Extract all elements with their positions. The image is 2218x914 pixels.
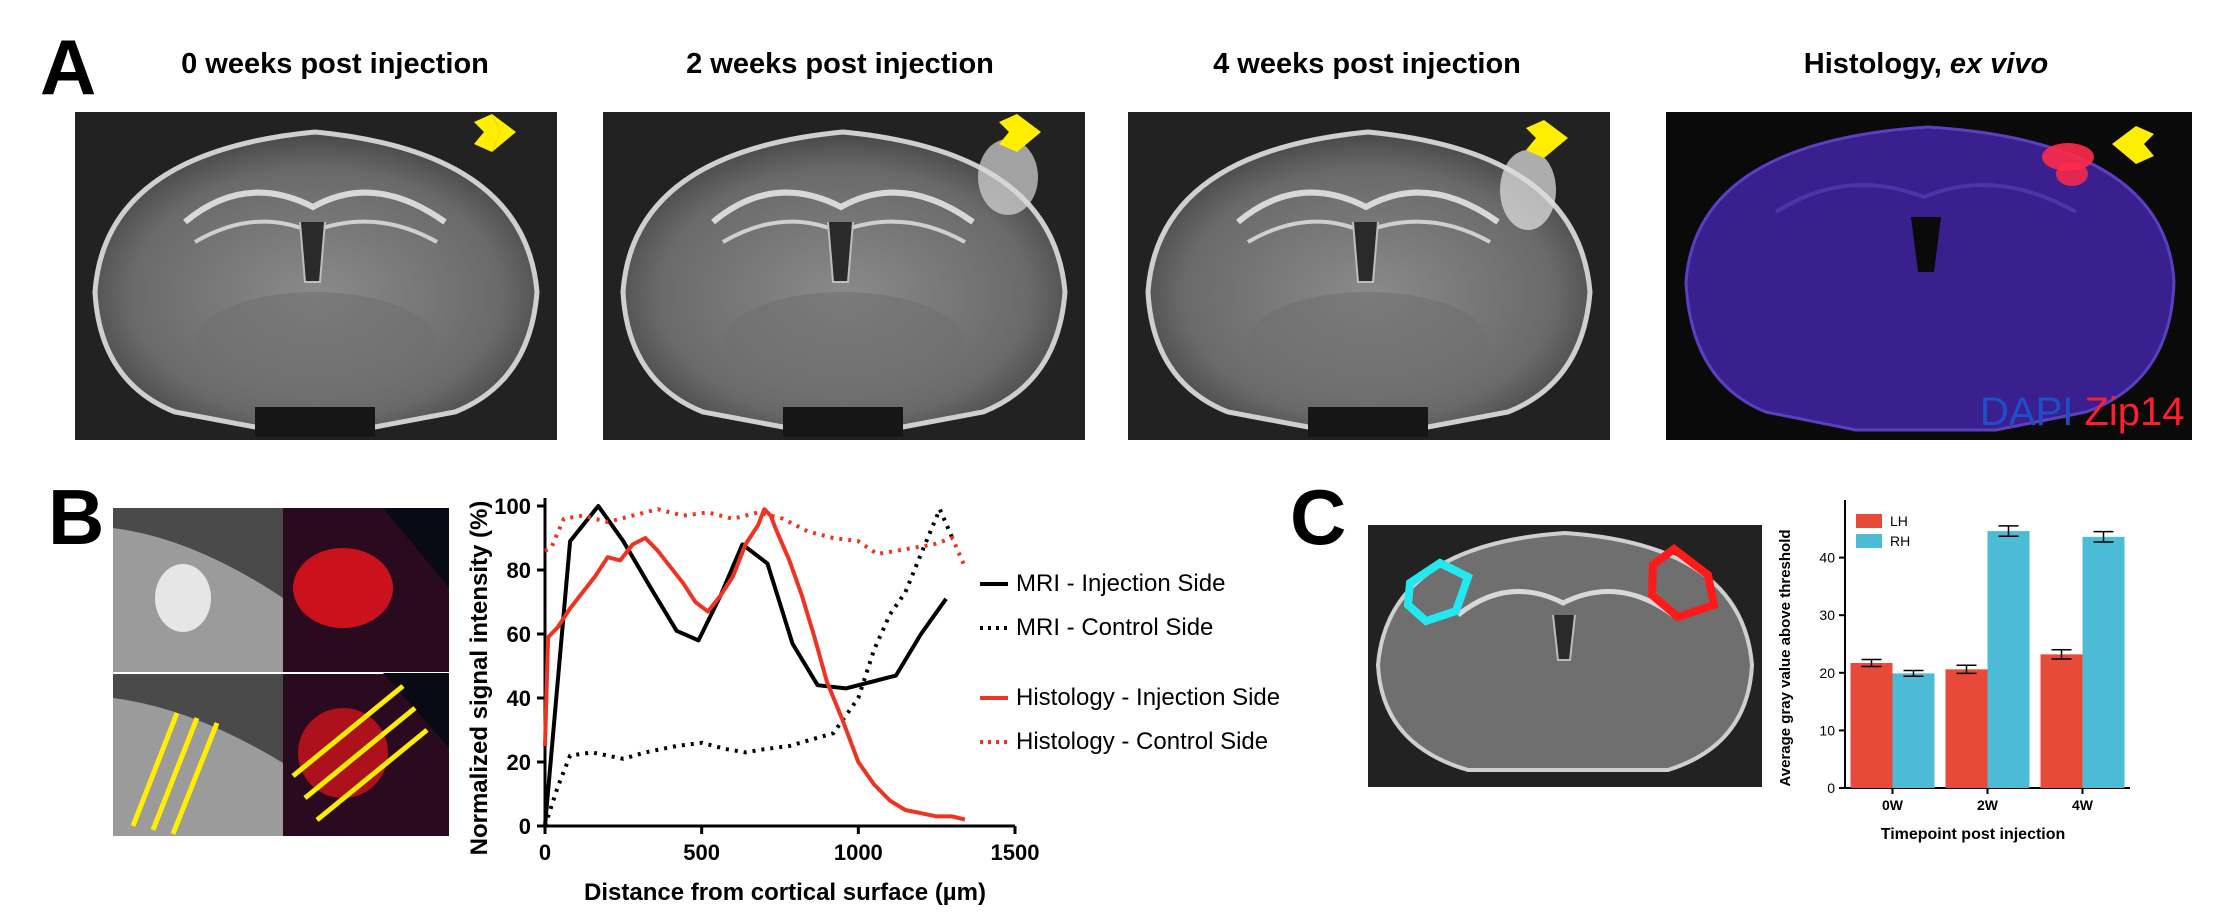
gray-value-bar-chart: 0 10 20 30 40 0W 2W 4W LH RH Average gray value … [1777, 500, 2130, 843]
bar-chart-xlabel: Timepoint post injection [1881, 826, 2066, 843]
bar-rh-0w [1892, 673, 1935, 788]
legend-swatch-rh [1856, 534, 1882, 548]
title-4-weeks: 4 weeks post injection [1213, 48, 1521, 80]
bar-lh-0w [1850, 663, 1893, 788]
legend-label-histology-injection: Histology - Injection Side [1016, 684, 1281, 711]
bar-x-tick-label: 2W [1977, 797, 1999, 813]
panel-c-label: C [1290, 473, 1347, 561]
bar-y-tick-label: 0 [1827, 780, 1835, 796]
arrow-marker-4-weeks [1526, 120, 1568, 158]
series-line-3 [544, 507, 967, 568]
title-histology: Histology, ex vivo [1666, 48, 2186, 81]
panel-a-label: A [40, 23, 97, 111]
bar-rh-2w [1987, 531, 2030, 788]
y-tick-label: 40 [507, 686, 531, 711]
series-line-0 [543, 504, 948, 827]
histology-legend: DAPI Zip14 [1980, 390, 2185, 435]
y-tick-label: 80 [507, 558, 531, 583]
bar-y-tick-label: 30 [1819, 607, 1835, 623]
bar-lh-4w [2040, 654, 2083, 788]
bar-chart-ticks: 0 10 20 30 40 0W 2W 4W [1819, 550, 2093, 813]
legend-dapi: DAPI [1980, 390, 2074, 434]
x-tick-label: 1000 [834, 840, 883, 865]
arrow-marker-2-weeks [999, 114, 1041, 152]
line-chart-xlabel: Distance from cortical surface (µm) [584, 879, 986, 906]
mri-0-weeks-image [75, 112, 557, 440]
arrow-marker-histology [2112, 126, 2154, 164]
legend-label-rh: RH [1890, 533, 1910, 549]
bar-chart-legend: LH RH [1856, 513, 1910, 549]
mri-4-weeks-image [1128, 112, 1610, 440]
line-chart-ylabel: Normalized signal intensity (%) [466, 501, 493, 856]
legend-label-histology-control: Histology - Control Side [1016, 728, 1269, 755]
y-tick-label: 60 [507, 622, 531, 647]
series-line-1 [543, 507, 955, 827]
bar-x-tick-label: 4W [2072, 797, 2094, 813]
legend-label-mri-control: MRI - Control Side [1016, 614, 1214, 641]
y-tick-label: 0 [519, 814, 531, 839]
histology-image [1666, 112, 2192, 440]
arrow-marker-0-weeks [474, 114, 516, 152]
y-tick-label: 100 [494, 494, 531, 519]
x-tick-label: 500 [683, 840, 720, 865]
x-tick-label: 0 [539, 840, 551, 865]
bar-x-tick-label: 0W [1882, 797, 1904, 813]
x-tick-label: 1500 [991, 840, 1040, 865]
bar-chart-ylabel: Average gray value above threshold [1777, 529, 1794, 786]
y-tick-label: 20 [507, 750, 531, 775]
legend-zip14: Zip14 [2084, 390, 2185, 434]
mri-zoom-panel [113, 508, 283, 836]
bar-chart-bars [1850, 525, 2125, 788]
line-chart-axes [543, 498, 1015, 828]
histology-title-italic: ex vivo [1949, 48, 2049, 80]
histology-zoom-panel [283, 508, 449, 836]
panel-b-label: B [48, 473, 105, 561]
legend-label-lh: LH [1890, 513, 1908, 529]
mri-2-weeks-image [603, 112, 1085, 440]
roi-mri-image [1368, 525, 1762, 787]
histology-title-main: Histology, [1803, 48, 1950, 80]
legend-swatch-lh [1856, 514, 1882, 528]
bar-lh-2w [1945, 669, 1988, 788]
series-line-2 [543, 507, 966, 822]
bar-rh-4w [2082, 536, 2125, 788]
title-2-weeks: 2 weeks post injection [686, 48, 994, 80]
bar-y-tick-label: 40 [1819, 550, 1835, 566]
bar-y-tick-label: 20 [1819, 665, 1835, 681]
title-0-weeks: 0 weeks post injection [181, 48, 489, 80]
bar-y-tick-label: 10 [1819, 722, 1835, 738]
line-chart-series [543, 504, 967, 827]
legend-label-mri-injection: MRI - Injection Side [1016, 570, 1226, 597]
